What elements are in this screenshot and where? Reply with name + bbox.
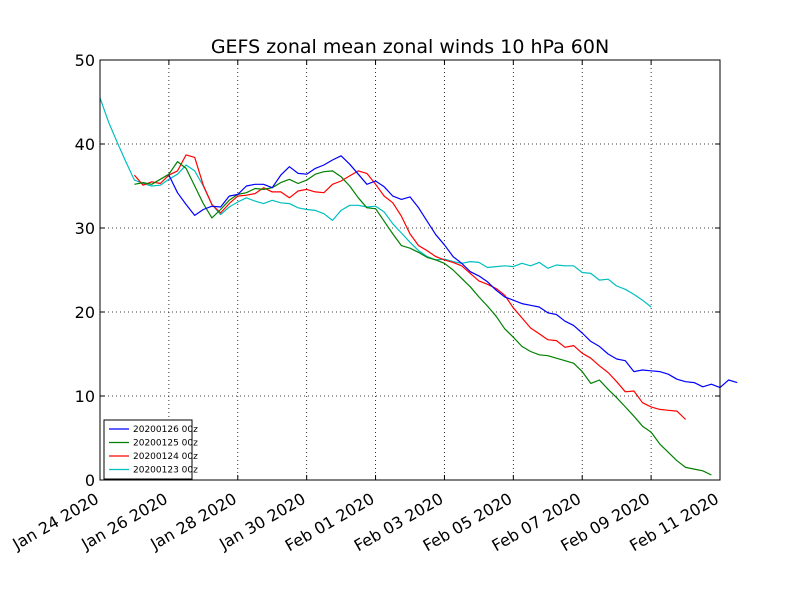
legend-label: 20200124 00z <box>133 452 198 462</box>
series-line-20200125-00z <box>134 161 712 476</box>
legend-label: 20200125 00z <box>133 439 198 449</box>
axis-ticks <box>99 59 721 481</box>
y-tick-label: 20 <box>75 303 95 322</box>
y-axis: 0 10 20 30 40 50 <box>75 51 95 490</box>
legend-label: 20200123 00z <box>133 466 198 476</box>
y-tick-label: 30 <box>75 219 95 238</box>
legend: 20200126 00z 20200125 00z 20200124 00z 2020… <box>103 419 198 480</box>
series-line-20200126-00z <box>168 155 738 389</box>
plot-area <box>100 60 720 480</box>
y-tick-label: 0 <box>85 471 95 490</box>
legend-label: 20200126 00z <box>133 425 198 435</box>
y-tick-label: 50 <box>75 51 95 70</box>
chart-title: GEFS zonal mean zonal winds 10 hPa 60N <box>211 36 609 58</box>
series-layer <box>99 97 738 476</box>
grid <box>100 60 720 480</box>
y-tick-label: 40 <box>75 135 95 154</box>
y-tick-label: 10 <box>75 387 95 406</box>
series-line-20200124-00z <box>133 154 687 420</box>
series-line-20200123-00z <box>99 97 652 308</box>
plot-frame <box>99 59 721 481</box>
